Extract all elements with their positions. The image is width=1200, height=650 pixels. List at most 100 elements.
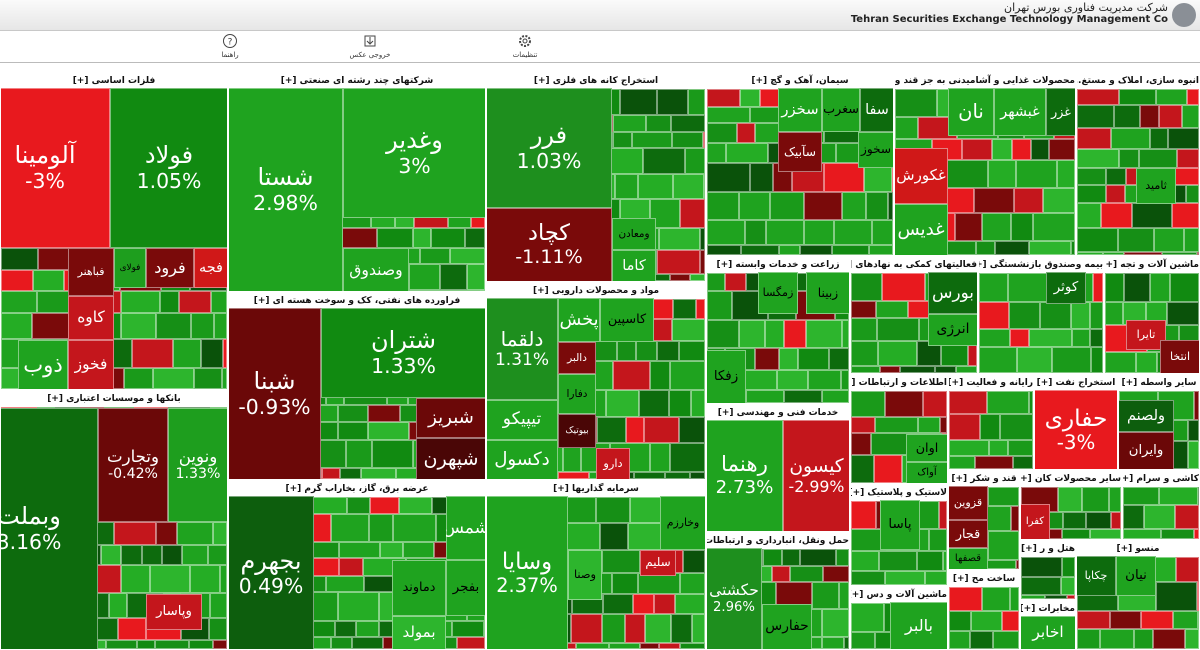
sector-title[interactable]: استخراج کانه های فلزی [+]: [533, 76, 659, 86]
sector-title[interactable]: عرضه برق، گاز، بخاراب گرم [+]: [285, 484, 429, 494]
sector-title[interactable]: رایانه و فعالیت [+]: [949, 378, 1033, 388]
stock-tile[interactable]: چکاپا: [1077, 556, 1116, 596]
stock-tile[interactable]: قزوین: [949, 486, 988, 520]
stock-tile[interactable]: حکشتی 2.96%: [707, 548, 762, 649]
stock-tile[interactable]: تیپیکو: [487, 400, 558, 440]
stock-tile[interactable]: سخوز: [858, 132, 893, 168]
stock-tile[interactable]: شپهرن: [416, 438, 485, 479]
sector-title[interactable]: شرکتهای چند رشته ای صنعتی [+]: [280, 76, 434, 86]
stock-tile[interactable]: اوان: [906, 434, 947, 462]
stock-tile[interactable]: فولای: [114, 248, 146, 288]
stock-tile[interactable]: شستا 2.98%: [229, 88, 343, 291]
stock-tile[interactable]: قصفها: [949, 548, 988, 569]
stock-tile[interactable]: زفکا: [707, 350, 746, 403]
sector-title[interactable]: زراعت و خدمات وابسته [+]: [716, 260, 840, 270]
sector-title[interactable]: حمل ونقل، انبارداری و ارتباطات [+]: [707, 536, 849, 546]
stock-tile[interactable]: حفاری -3%: [1035, 390, 1117, 469]
stock-tile[interactable]: ولصنم: [1119, 400, 1174, 432]
sector-title[interactable]: فلزات اساسی [+]: [72, 76, 156, 86]
stock-tile[interactable]: غدیس: [895, 204, 948, 255]
stock-tile[interactable]: نیان: [1116, 556, 1156, 596]
stock-tile[interactable]: سآبیک: [778, 132, 822, 172]
stock-tile[interactable]: وایران: [1119, 432, 1174, 469]
stock-tile[interactable]: کاوه: [68, 296, 114, 340]
stock-tile[interactable]: غکورش: [895, 148, 948, 204]
stock-tile[interactable]: شبریز: [416, 398, 485, 438]
stock-tile[interactable]: دلقما 1.31%: [487, 298, 558, 400]
sector-title[interactable]: مواد و محصولات دارویی [+]: [532, 286, 660, 296]
stock-tile[interactable]: انتخا: [1160, 340, 1199, 373]
stock-tile[interactable]: بفجر: [446, 560, 485, 616]
stock-tile[interactable]: دماوند: [392, 560, 446, 616]
stock-tile[interactable]: وسایا 2.37%: [487, 496, 568, 649]
sector-title[interactable]: ماشین آلات و تجه [+]: [1105, 260, 1199, 270]
sector-title[interactable]: سیمان، آهک و گچ [+]: [751, 76, 849, 86]
stock-tile[interactable]: وپاسار: [146, 594, 202, 630]
sector-title[interactable]: اطلاعات و ارتباطات [+]: [851, 378, 947, 388]
stock-tile[interactable]: نان: [948, 88, 994, 136]
stock-tile[interactable]: کچاد -1.11%: [487, 208, 612, 281]
stock-tile[interactable]: سغرب: [822, 88, 860, 132]
stock-tile[interactable]: پاسا: [880, 500, 920, 550]
stock-tile[interactable]: تایرا: [1126, 320, 1166, 350]
stock-tile[interactable]: ثامید: [1136, 168, 1176, 204]
stock-tile[interactable]: وبملت 3.16%: [1, 408, 98, 649]
stock-tile[interactable]: فخوز: [68, 340, 114, 389]
stock-tile[interactable]: کیسون -2.99%: [783, 420, 849, 531]
sector-title[interactable]: بانکها و موسسات اعتباری [+]: [47, 394, 181, 404]
stock-tile[interactable]: آواک: [906, 462, 947, 483]
stock-tile[interactable]: ونوین 1.33%: [168, 408, 227, 522]
sector-title[interactable]: ماشین آلات و دس [+]: [851, 590, 947, 600]
stock-tile[interactable]: غزر: [1046, 88, 1075, 136]
stock-tile[interactable]: دارو: [596, 448, 630, 479]
stock-tile[interactable]: دفارا: [558, 374, 596, 414]
stock-tile[interactable]: ومعادن: [612, 218, 656, 250]
sector-title[interactable]: مخابرات [+]: [1021, 604, 1075, 614]
stock-tile[interactable]: اخابر: [1021, 616, 1075, 649]
stock-tile[interactable]: دکسول: [487, 440, 558, 479]
sector-title[interactable]: ساخت مح [+]: [952, 574, 1016, 584]
stock-tile[interactable]: قجار: [949, 520, 988, 548]
stock-tile[interactable]: زبینا: [806, 272, 849, 314]
stock-tile[interactable]: کفرا: [1021, 504, 1050, 539]
stock-tile[interactable]: آلومینا -3%: [1, 88, 110, 248]
sector-title[interactable]: انبوه سازی، املاک و مستغ... [+]: [1077, 76, 1199, 86]
sector-title[interactable]: فراورده های نفتی، کک و سوخت هسته ای [+]: [253, 296, 461, 306]
stock-tile[interactable]: وغدیر 3%: [343, 88, 485, 218]
stock-tile[interactable]: پخش: [558, 298, 600, 342]
stock-tile[interactable]: سخزر: [778, 88, 822, 132]
stock-tile[interactable]: فباهنر: [68, 248, 114, 296]
stock-tile[interactable]: زمگسا: [758, 272, 798, 314]
stock-tile[interactable]: کاما: [612, 250, 656, 281]
sector-title[interactable]: لاستیک و پلاستیک [+]: [851, 488, 947, 498]
stock-tile[interactable]: بمولد: [392, 616, 446, 649]
stock-tile[interactable]: وصندوق: [343, 248, 409, 291]
sector-title[interactable]: خدمات فنی و مهندسی [+]: [717, 408, 839, 418]
stock-tile[interactable]: سفا: [860, 88, 893, 132]
sector-title[interactable]: هتل و ر [+]: [1021, 544, 1075, 554]
stock-tile[interactable]: فجه: [194, 248, 227, 288]
stock-tile[interactable]: فرود: [146, 248, 194, 288]
sector-title[interactable]: استخراج نفت [+]: [1036, 378, 1116, 388]
sector-title[interactable]: قند و شکر [+]: [951, 474, 1017, 484]
sector-title[interactable]: سرمایه گذاریها [+]: [553, 484, 639, 494]
help-button[interactable]: ? راهنما: [200, 33, 260, 59]
sector-title[interactable]: سایر محصولات کان [+]: [1021, 474, 1121, 484]
stock-tile[interactable]: سلیم: [640, 550, 676, 576]
stock-tile[interactable]: بیوتیک: [558, 414, 596, 448]
stock-tile[interactable]: کوثر: [1046, 272, 1086, 304]
stock-tile[interactable]: حفارس: [762, 604, 812, 649]
stock-tile[interactable]: وصنا: [568, 550, 602, 600]
stock-tile[interactable]: شبنا -0.93%: [229, 308, 321, 479]
sector-title[interactable]: منسو [+]: [1116, 544, 1160, 554]
stock-tile[interactable]: فولاد 1.05%: [110, 88, 227, 248]
sector-title[interactable]: محصولات غذایی و آشامیدنی به جز قند و ...…: [895, 76, 1075, 86]
sector-title[interactable]: سایر واسطه [+]: [1121, 378, 1197, 388]
sector-title[interactable]: بیمه وصندوق بازنشستگی [+]: [979, 260, 1103, 270]
sector-title[interactable]: فعالیتهای کمکی به نهادهای [+]: [851, 260, 977, 270]
sector-title[interactable]: کاشی و سرام [+]: [1123, 474, 1199, 484]
stock-tile[interactable]: فرر 1.03%: [487, 88, 612, 208]
stock-tile[interactable]: رهنما 2.73%: [707, 420, 783, 531]
stock-tile[interactable]: ذوب: [18, 340, 68, 389]
stock-tile[interactable]: کاسپین: [600, 298, 654, 342]
